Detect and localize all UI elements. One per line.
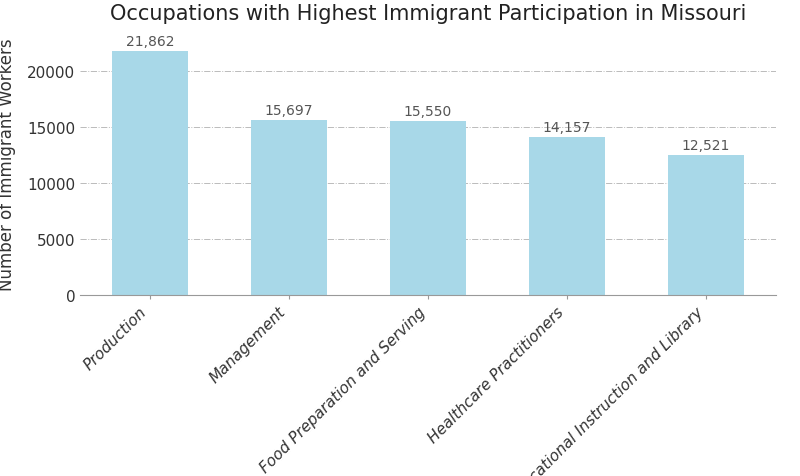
- Bar: [390, 122, 466, 295]
- Text: 15,550: 15,550: [404, 105, 452, 119]
- Bar: [529, 138, 606, 295]
- Text: 12,521: 12,521: [682, 139, 730, 153]
- Y-axis label: Number of Immigrant Workers: Number of Immigrant Workers: [0, 38, 16, 290]
- Title: Occupations with Highest Immigrant Participation in Missouri: Occupations with Highest Immigrant Parti…: [110, 3, 746, 23]
- Bar: [250, 120, 327, 295]
- Text: 21,862: 21,862: [126, 35, 174, 49]
- Text: 15,697: 15,697: [265, 103, 313, 118]
- Bar: [112, 51, 188, 295]
- Text: 14,157: 14,157: [543, 120, 591, 135]
- Bar: [668, 156, 744, 295]
